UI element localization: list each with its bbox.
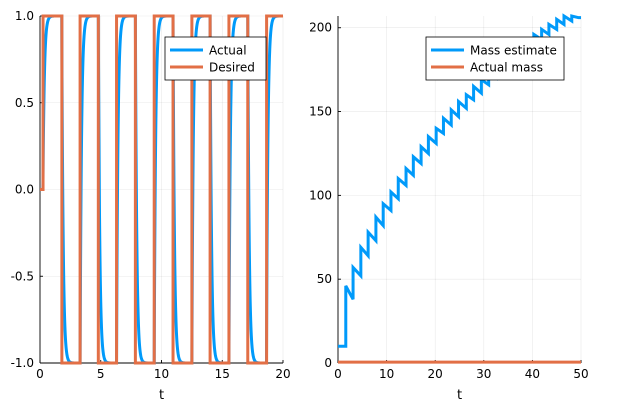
x-tick-label: 10 [379,367,394,381]
left-chart-panel: 0 5 10 15 20 -1.0 -0.5 0.0 0.5 1.0 t Actual Desired [11,9,291,403]
right-chart-panel: 0 10 20 30 40 50 0 50 100 150 200 t Mass estimate Act… [309,13,589,403]
x-tick-label: 40 [525,367,540,381]
y-tick-label: 1.0 [15,9,34,23]
x-tick-label: 20 [275,367,290,381]
x-tick-label: 5 [97,367,105,381]
x-tick-label: 15 [215,367,230,381]
series-line-desired [40,14,283,365]
x-tick-label: 0 [36,367,44,381]
legend-label: Desired [209,61,255,75]
legend: Mass estimate Actual mass [425,36,565,81]
y-tick-label: 100 [309,188,332,202]
x-tick-label: 20 [428,367,443,381]
y-tick-label: 50 [317,272,332,286]
x-axis-label: t [457,388,462,403]
legend-label: Mass estimate [470,44,557,58]
legend-label: Actual mass [470,61,543,75]
y-tick-label: 0.0 [15,183,34,197]
x-tick-label: 10 [154,367,169,381]
y-tick-label: 0.5 [15,96,34,110]
legend-box [425,36,565,81]
y-tick-label: 0 [324,356,332,370]
x-tick-label: 0 [334,367,342,381]
x-tick-label: 50 [573,367,588,381]
legend-box [164,36,267,81]
legend: Actual Desired [164,36,267,81]
y-tick-label: -0.5 [11,269,34,283]
x-tick-label: 30 [476,367,491,381]
y-tick-label: 200 [309,21,332,35]
y-tick-label: -1.0 [11,356,34,370]
legend-label: Actual [209,44,247,58]
series-line-mass-estimate [338,13,581,348]
x-axis-label: t [159,388,164,403]
y-tick-label: 150 [309,105,332,119]
